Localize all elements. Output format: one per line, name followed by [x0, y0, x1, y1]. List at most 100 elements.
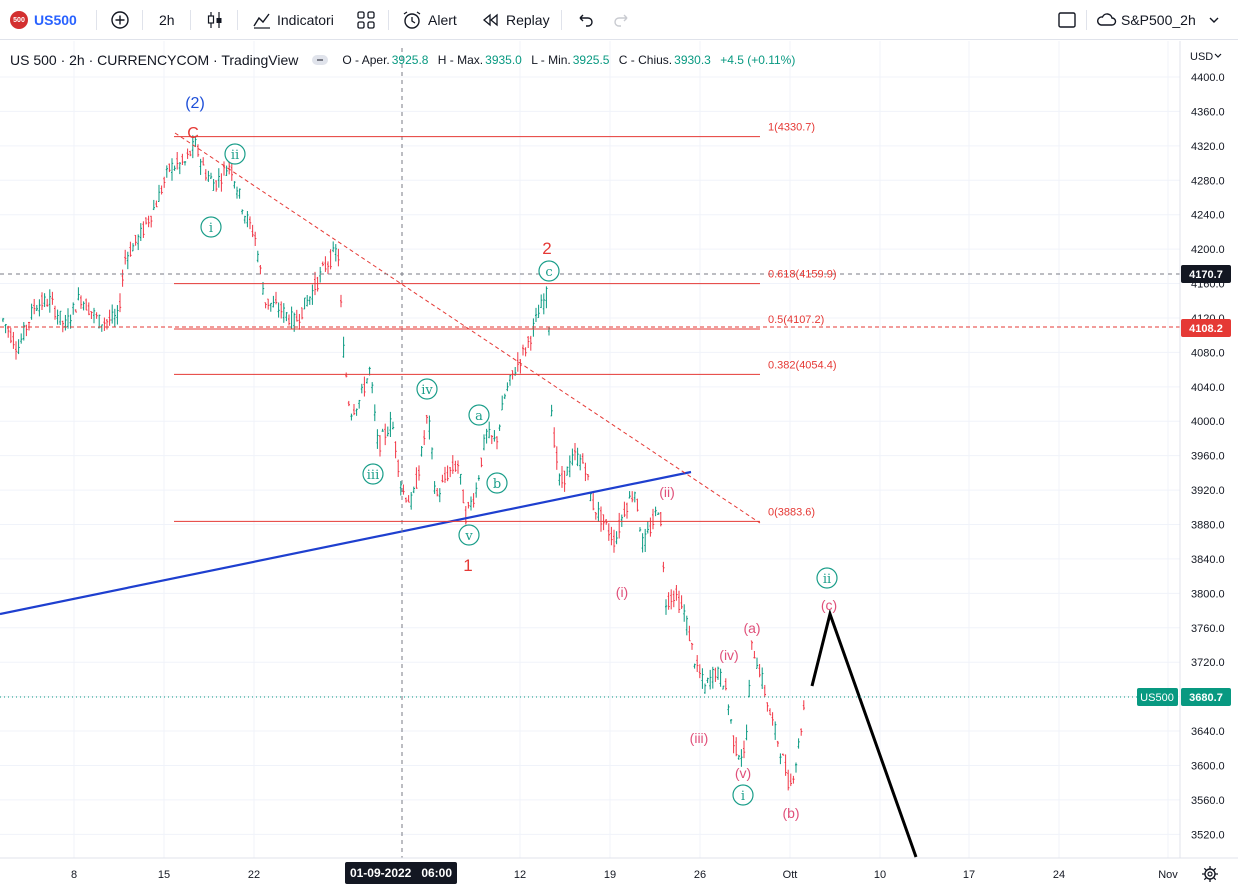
last-price-label: US500 3680.7	[1137, 688, 1231, 706]
chevron-down-icon	[1209, 17, 1219, 23]
price-label-4108: 4108.2	[1181, 319, 1231, 337]
symbol-search[interactable]: 500 US500	[10, 0, 77, 40]
wave-circle	[416, 378, 438, 400]
toolbar-divider	[190, 10, 191, 30]
close-value: 3930.3	[674, 53, 711, 67]
time-tick: 17	[963, 869, 975, 881]
time-tick: 8	[71, 869, 77, 881]
drawings	[0, 48, 1180, 858]
wave-label-w_a_par: (a)	[743, 620, 760, 636]
price-tick: 4080.0	[1191, 347, 1225, 359]
crosshair-time-label: 01-09-2022 06:00	[345, 862, 457, 884]
time-axis-bg	[0, 858, 1238, 890]
price-tick: 3960.0	[1191, 451, 1225, 463]
replay-label: Replay	[506, 12, 550, 28]
toolbar-divider	[142, 10, 143, 30]
price-tick: 3880.0	[1191, 520, 1225, 532]
fib-level-label: 0.5(4107.2)	[768, 314, 824, 326]
wave-label-w_i_par: (i)	[616, 584, 628, 600]
chart-title: US 500 · 2h · CURRENCYCOM · TradingView	[10, 52, 299, 68]
layout-name: S&P500_2h	[1121, 12, 1196, 28]
toolbar-divider	[237, 10, 238, 30]
open-label: O - Aper.	[342, 53, 390, 67]
top-toolbar: 500 US500 2h Indicatori Alert Replay S&P…	[0, 0, 1238, 40]
fib-retracement: 1(4330.7) 0.618(4159.9) 0.5(4107.2) 0.382(4…	[174, 122, 837, 522]
wave-circle	[200, 216, 222, 238]
toolbar-divider	[388, 10, 389, 30]
wave-label-w_2: 2	[542, 239, 551, 258]
projection-path	[810, 608, 918, 858]
time-ticks: 8 15 22 12 19 26 Ott 10 17 24 Nov	[71, 869, 1178, 881]
indicators-icon	[253, 13, 270, 29]
plus-circle-icon	[111, 11, 129, 29]
high-label: H - Max.	[437, 53, 484, 67]
indicators-button[interactable]: Indicatori	[252, 0, 334, 40]
wave-label-w_v_par: (v)	[735, 765, 751, 781]
grid-icon	[357, 11, 375, 29]
price-tick: 3600.0	[1191, 760, 1225, 772]
trend-line	[0, 470, 692, 616]
fullscreen-button[interactable]	[1057, 0, 1077, 40]
svg-text:4108.2: 4108.2	[1189, 323, 1223, 335]
fib-level-label: 1(4330.7)	[768, 122, 815, 134]
chart-grid	[0, 41, 1180, 858]
redo-icon	[614, 14, 628, 27]
alert-button[interactable]: Alert	[402, 0, 457, 40]
symbol-name: US500	[34, 12, 77, 28]
cloud-icon	[1097, 13, 1117, 26]
wave-circle	[816, 567, 838, 589]
open-value: 3925.8	[391, 53, 429, 67]
alarm-clock-icon	[403, 11, 421, 29]
wave-label-w_iv_circ: iv	[421, 383, 433, 398]
price-chart[interactable]: 1(4330.7) 0.618(4159.9) 0.5(4107.2) 0.382(4…	[0, 41, 1238, 890]
wave-label-w_iii_par: (iii)	[690, 730, 709, 746]
high-value: 3935.0	[485, 53, 522, 67]
layout-menu[interactable]: S&P500_2h	[1095, 0, 1222, 40]
interval-button[interactable]: 2h	[159, 12, 175, 28]
undo-button[interactable]	[575, 0, 595, 40]
templates-button[interactable]	[357, 0, 375, 40]
compare-button[interactable]	[110, 0, 130, 40]
price-tick: 4320.0	[1191, 141, 1225, 153]
svg-text:4170.7: 4170.7	[1189, 269, 1223, 281]
symbol-logo-icon: 500	[10, 11, 28, 29]
price-tick: 3640.0	[1191, 726, 1225, 738]
settings-icon[interactable]	[1202, 866, 1218, 882]
wave-label-w_b_par: (b)	[782, 805, 799, 821]
wave-label-w_iii_circ: iii	[367, 468, 379, 483]
candles-icon	[207, 12, 222, 28]
alert-label: Alert	[428, 12, 457, 28]
indicators-label: Indicatori	[277, 12, 334, 28]
fib-level-label: 0(3883.6)	[768, 506, 815, 518]
price-tick: 4000.0	[1191, 416, 1225, 428]
chart-type-button[interactable]	[205, 0, 225, 40]
wave-label-w_b_circ: b	[493, 477, 501, 492]
redo-button[interactable]	[612, 0, 632, 40]
low-value: 3925.5	[572, 53, 610, 67]
square-icon	[1058, 12, 1076, 28]
wave-label-w_iv_par: (iv)	[719, 647, 738, 663]
wave-label-w_ii_circ: ii	[231, 148, 239, 163]
chart-legend: US 500 · 2h · CURRENCYCOM · TradingView …	[10, 50, 801, 70]
replay-button[interactable]: Replay	[481, 0, 550, 40]
fib-level-label: 0.618(4159.9)	[768, 269, 837, 281]
wave-labels: (2)Ciii2civaiiibv1(ii)(i)(a)(iv)(iii)(v)…	[185, 95, 838, 821]
price-tick: 3520.0	[1191, 829, 1225, 841]
wave-label-w_v_circ: v	[464, 529, 473, 544]
wave-circle	[732, 784, 754, 806]
legend-collapse-icon[interactable]	[312, 55, 329, 65]
low-label: L - Min.	[531, 53, 571, 67]
time-tick: 26	[694, 869, 706, 881]
candles	[2, 135, 805, 791]
wave-label-w_c_par: (c)	[821, 597, 837, 613]
price-tick: 3800.0	[1191, 588, 1225, 600]
currency-label[interactable]: USD	[1190, 51, 1213, 63]
wave-label-w_ii_circ2: ii	[823, 572, 831, 587]
wave-circle	[538, 260, 560, 282]
wave-circle	[468, 404, 490, 426]
price-tick: 3760.0	[1191, 623, 1225, 635]
rewind-icon	[482, 13, 498, 27]
price-tick: 4280.0	[1191, 175, 1225, 187]
time-tick: 12	[514, 869, 526, 881]
wave-circle	[458, 524, 480, 546]
